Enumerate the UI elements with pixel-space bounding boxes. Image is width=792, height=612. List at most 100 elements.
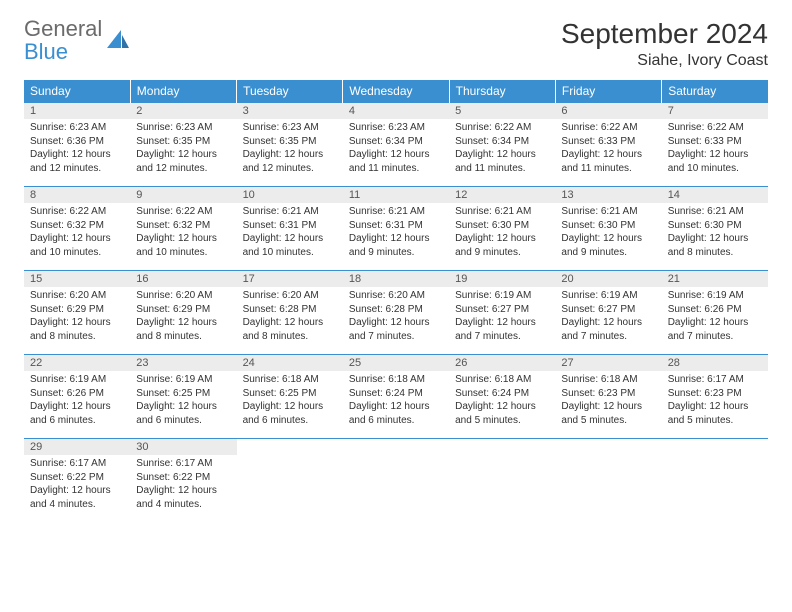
sunset-text: Sunset: 6:28 PM <box>349 303 443 317</box>
sunrise-text: Sunrise: 6:18 AM <box>561 373 655 387</box>
calendar-cell: 18Sunrise: 6:20 AMSunset: 6:28 PMDayligh… <box>343 271 449 355</box>
calendar-cell: 9Sunrise: 6:22 AMSunset: 6:32 PMDaylight… <box>130 187 236 271</box>
daylight-text-2: and 6 minutes. <box>30 414 124 428</box>
daylight-text-1: Daylight: 12 hours <box>243 316 337 330</box>
daylight-text-1: Daylight: 12 hours <box>243 400 337 414</box>
sunset-text: Sunset: 6:24 PM <box>349 387 443 401</box>
day-number: 22 <box>24 355 130 371</box>
calendar-cell: 1Sunrise: 6:23 AMSunset: 6:36 PMDaylight… <box>24 103 130 187</box>
day-details: Sunrise: 6:20 AMSunset: 6:29 PMDaylight:… <box>130 287 236 347</box>
title-block: September 2024 Siahe, Ivory Coast <box>561 18 768 70</box>
sunset-text: Sunset: 6:27 PM <box>455 303 549 317</box>
daylight-text-1: Daylight: 12 hours <box>455 316 549 330</box>
sunrise-text: Sunrise: 6:19 AM <box>136 373 230 387</box>
calendar-cell: 26Sunrise: 6:18 AMSunset: 6:24 PMDayligh… <box>449 355 555 439</box>
sunrise-text: Sunrise: 6:20 AM <box>243 289 337 303</box>
day-number: 14 <box>662 187 768 203</box>
calendar-page: General Blue September 2024 Siahe, Ivory… <box>0 0 792 541</box>
daylight-text-2: and 10 minutes. <box>30 246 124 260</box>
daylight-text-1: Daylight: 12 hours <box>668 232 762 246</box>
daylight-text-1: Daylight: 12 hours <box>30 316 124 330</box>
sunrise-text: Sunrise: 6:18 AM <box>349 373 443 387</box>
sunrise-text: Sunrise: 6:22 AM <box>455 121 549 135</box>
day-number: 21 <box>662 271 768 287</box>
sunrise-text: Sunrise: 6:20 AM <box>30 289 124 303</box>
day-number: 30 <box>130 439 236 455</box>
col-wednesday: Wednesday <box>343 80 449 103</box>
daylight-text-2: and 5 minutes. <box>668 414 762 428</box>
daylight-text-1: Daylight: 12 hours <box>668 316 762 330</box>
daylight-text-2: and 10 minutes. <box>668 162 762 176</box>
calendar-cell: 7Sunrise: 6:22 AMSunset: 6:33 PMDaylight… <box>662 103 768 187</box>
daylight-text-1: Daylight: 12 hours <box>136 148 230 162</box>
calendar-cell <box>237 439 343 523</box>
sunset-text: Sunset: 6:26 PM <box>668 303 762 317</box>
daylight-text-2: and 8 minutes. <box>668 246 762 260</box>
calendar-cell: 22Sunrise: 6:19 AMSunset: 6:26 PMDayligh… <box>24 355 130 439</box>
day-details: Sunrise: 6:17 AMSunset: 6:23 PMDaylight:… <box>662 371 768 431</box>
header: General Blue September 2024 Siahe, Ivory… <box>24 18 768 70</box>
sunset-text: Sunset: 6:28 PM <box>243 303 337 317</box>
day-details: Sunrise: 6:20 AMSunset: 6:29 PMDaylight:… <box>24 287 130 347</box>
day-details: Sunrise: 6:22 AMSunset: 6:33 PMDaylight:… <box>555 119 661 179</box>
sunrise-text: Sunrise: 6:23 AM <box>243 121 337 135</box>
sunset-text: Sunset: 6:29 PM <box>136 303 230 317</box>
day-details: Sunrise: 6:17 AMSunset: 6:22 PMDaylight:… <box>130 455 236 515</box>
calendar-row: 22Sunrise: 6:19 AMSunset: 6:26 PMDayligh… <box>24 355 768 439</box>
sunset-text: Sunset: 6:27 PM <box>561 303 655 317</box>
day-details: Sunrise: 6:18 AMSunset: 6:24 PMDaylight:… <box>343 371 449 431</box>
col-sunday: Sunday <box>24 80 130 103</box>
calendar-cell <box>555 439 661 523</box>
daylight-text-2: and 7 minutes. <box>668 330 762 344</box>
day-details: Sunrise: 6:21 AMSunset: 6:31 PMDaylight:… <box>343 203 449 263</box>
day-number: 5 <box>449 103 555 119</box>
day-details: Sunrise: 6:23 AMSunset: 6:36 PMDaylight:… <box>24 119 130 179</box>
calendar-cell: 2Sunrise: 6:23 AMSunset: 6:35 PMDaylight… <box>130 103 236 187</box>
calendar-cell: 15Sunrise: 6:20 AMSunset: 6:29 PMDayligh… <box>24 271 130 355</box>
day-details: Sunrise: 6:18 AMSunset: 6:24 PMDaylight:… <box>449 371 555 431</box>
day-details: Sunrise: 6:23 AMSunset: 6:35 PMDaylight:… <box>237 119 343 179</box>
day-number: 7 <box>662 103 768 119</box>
day-details: Sunrise: 6:19 AMSunset: 6:25 PMDaylight:… <box>130 371 236 431</box>
calendar-cell: 6Sunrise: 6:22 AMSunset: 6:33 PMDaylight… <box>555 103 661 187</box>
sunrise-text: Sunrise: 6:21 AM <box>243 205 337 219</box>
calendar-cell: 14Sunrise: 6:21 AMSunset: 6:30 PMDayligh… <box>662 187 768 271</box>
daylight-text-1: Daylight: 12 hours <box>455 232 549 246</box>
sunrise-text: Sunrise: 6:19 AM <box>561 289 655 303</box>
calendar-cell: 19Sunrise: 6:19 AMSunset: 6:27 PMDayligh… <box>449 271 555 355</box>
day-number: 17 <box>237 271 343 287</box>
day-number: 25 <box>343 355 449 371</box>
calendar-cell: 20Sunrise: 6:19 AMSunset: 6:27 PMDayligh… <box>555 271 661 355</box>
sunset-text: Sunset: 6:32 PM <box>136 219 230 233</box>
daylight-text-1: Daylight: 12 hours <box>349 148 443 162</box>
sunset-text: Sunset: 6:34 PM <box>455 135 549 149</box>
daylight-text-2: and 6 minutes. <box>136 414 230 428</box>
day-number: 1 <box>24 103 130 119</box>
brand-word2: Blue <box>24 41 102 63</box>
sunrise-text: Sunrise: 6:21 AM <box>349 205 443 219</box>
daylight-text-1: Daylight: 12 hours <box>561 316 655 330</box>
location-label: Siahe, Ivory Coast <box>561 52 768 70</box>
daylight-text-1: Daylight: 12 hours <box>30 148 124 162</box>
daylight-text-2: and 5 minutes. <box>455 414 549 428</box>
calendar-cell <box>449 439 555 523</box>
day-details: Sunrise: 6:19 AMSunset: 6:27 PMDaylight:… <box>555 287 661 347</box>
col-tuesday: Tuesday <box>237 80 343 103</box>
day-details: Sunrise: 6:23 AMSunset: 6:35 PMDaylight:… <box>130 119 236 179</box>
calendar-cell: 3Sunrise: 6:23 AMSunset: 6:35 PMDaylight… <box>237 103 343 187</box>
sunset-text: Sunset: 6:35 PM <box>243 135 337 149</box>
daylight-text-1: Daylight: 12 hours <box>561 400 655 414</box>
daylight-text-1: Daylight: 12 hours <box>136 232 230 246</box>
calendar-cell: 11Sunrise: 6:21 AMSunset: 6:31 PMDayligh… <box>343 187 449 271</box>
sunrise-text: Sunrise: 6:23 AM <box>349 121 443 135</box>
sunrise-text: Sunrise: 6:17 AM <box>30 457 124 471</box>
sunrise-text: Sunrise: 6:19 AM <box>668 289 762 303</box>
month-title: September 2024 <box>561 18 768 50</box>
daylight-text-2: and 6 minutes. <box>243 414 337 428</box>
calendar-cell <box>662 439 768 523</box>
day-number: 24 <box>237 355 343 371</box>
day-details: Sunrise: 6:23 AMSunset: 6:34 PMDaylight:… <box>343 119 449 179</box>
day-details: Sunrise: 6:18 AMSunset: 6:25 PMDaylight:… <box>237 371 343 431</box>
daylight-text-1: Daylight: 12 hours <box>455 148 549 162</box>
calendar-cell: 16Sunrise: 6:20 AMSunset: 6:29 PMDayligh… <box>130 271 236 355</box>
